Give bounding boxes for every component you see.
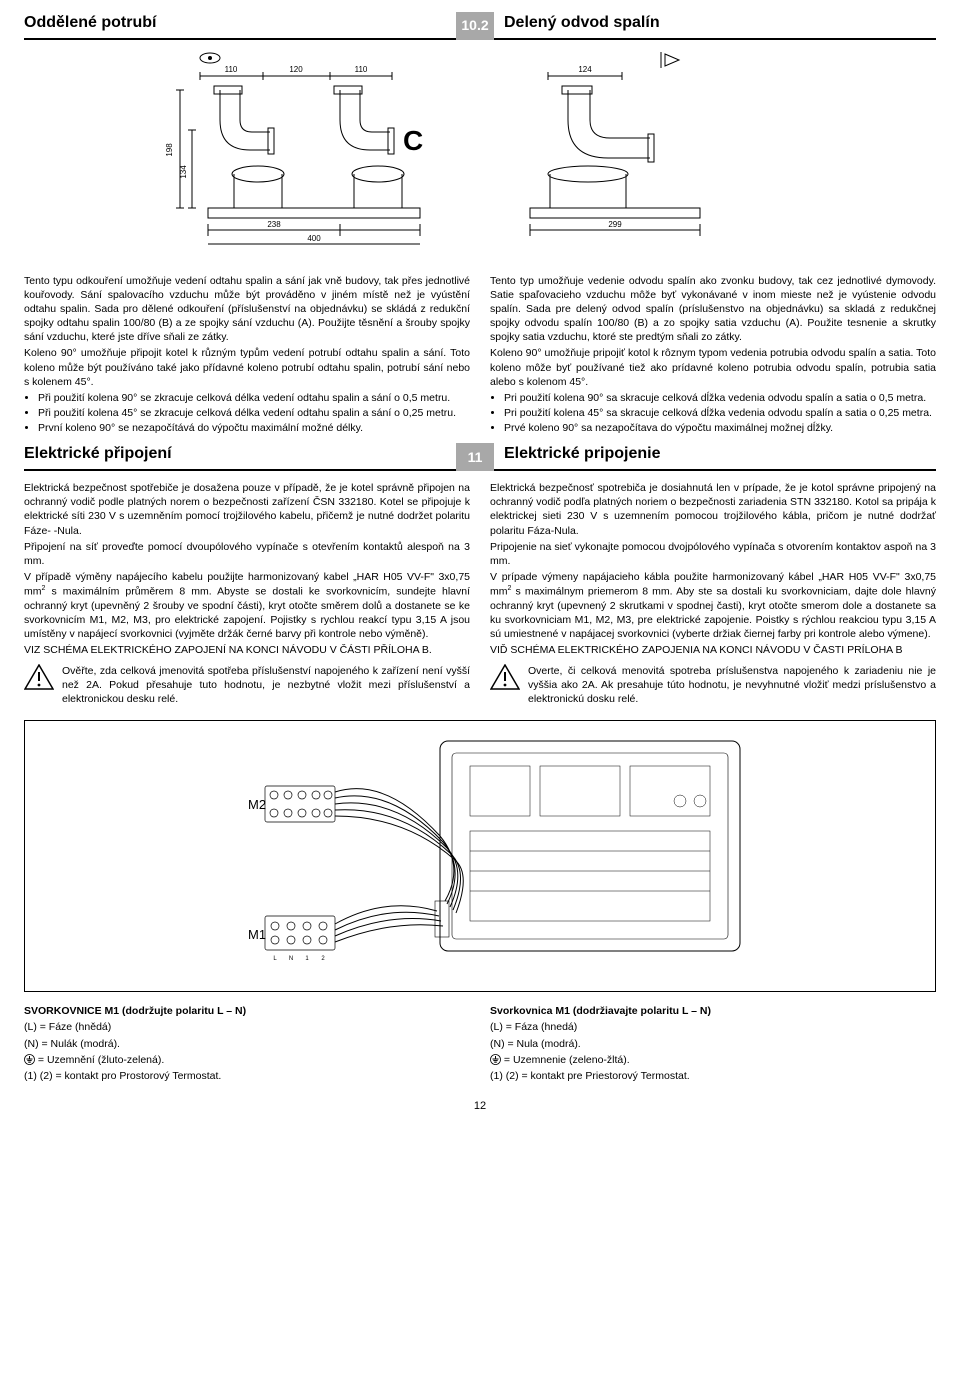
warning-cz: Ověřte, zda celková jmenovitá spotřeba p… [24, 664, 470, 707]
heading-cz: Oddělené potrubí [24, 12, 456, 40]
terminal-t: (1) (2) = kontakt pre Priestorový Termos… [490, 1069, 936, 1083]
warning-text: Overte, či celková menovitá spotreba prí… [528, 664, 936, 707]
svg-text:2: 2 [321, 956, 325, 962]
ground-icon [490, 1054, 501, 1065]
dim-299: 299 [608, 220, 622, 229]
terminal-l: (L) = Fáze (hnědá) [24, 1020, 470, 1034]
dim-110a: 110 [225, 65, 238, 74]
p: V prípade výmeny napájacieho kábla použi… [490, 570, 936, 641]
terminal-l: (L) = Fáza (hnedá) [490, 1020, 936, 1034]
col-sk: Svorkovnica M1 (dodržiavajte polaritu L … [490, 1004, 936, 1085]
section-header-11: Elektrické připojení 11 Elektrické pripo… [24, 443, 936, 471]
heading-sk: Elektrické pripojenie [494, 443, 936, 471]
p: VIĎ SCHÉMA ELEKTRICKÉHO ZAPOJENIA NA KON… [490, 643, 936, 657]
p: Koleno 90° umožňuje připojit kotel k růz… [24, 346, 470, 389]
warning-text: Ověřte, zda celková jmenovitá spotřeba p… [62, 664, 470, 707]
dim-238: 238 [267, 220, 281, 229]
heading-sk: Delený odvod spalín [494, 12, 936, 40]
terminal-t: (1) (2) = kontakt pro Prostorový Termost… [24, 1069, 470, 1083]
p: Pripojenie na sieť vykonajte pomocou dvo… [490, 540, 936, 568]
warning-icon [24, 664, 54, 694]
dim-124: 124 [578, 65, 592, 74]
dim-134: 134 [179, 164, 188, 178]
col-cz: Tento typu odkouření umožňuje vedení odt… [24, 274, 470, 438]
dim-110b: 110 [355, 65, 368, 74]
terminal-legend: SVORKOVNICE M1 (dodržujte polaritu L – N… [24, 1004, 936, 1085]
section-number: 10.2 [456, 12, 494, 40]
p: V případě výměny napájecího kabelu použi… [24, 570, 470, 641]
terminal-g: = Uzemnění (žluto-zelená). [24, 1053, 470, 1067]
p: Tento typ umožňuje vedenie odvodu spalín… [490, 274, 936, 345]
col-cz: SVORKOVNICE M1 (dodržujte polaritu L – N… [24, 1004, 470, 1085]
terminal-n: (N) = Nulák (modrá). [24, 1037, 470, 1051]
ground-icon [24, 1054, 35, 1065]
warning-sk: Overte, či celková menovitá spotreba prí… [490, 664, 936, 707]
svg-text:1: 1 [305, 956, 309, 962]
bullet: Při použití kolena 90° se zkracuje celko… [38, 391, 470, 405]
flue-diagram: 110 120 110 198 134 [24, 50, 936, 260]
svg-text:L: L [273, 956, 277, 962]
dim-120: 120 [289, 65, 303, 74]
terminal-n: (N) = Nula (modrá). [490, 1037, 936, 1051]
bullet: Prvé koleno 90° sa nezapočítava do výpoč… [504, 421, 936, 435]
terminal-title: Svorkovnica M1 (dodržiavajte polaritu L … [490, 1004, 936, 1018]
p: Připojení na síť proveďte pomocí dvoupól… [24, 540, 470, 568]
terminal-g: = Uzemnenie (zeleno-žltá). [490, 1053, 936, 1067]
p: Elektrická bezpečnost spotřebiče je dosa… [24, 481, 470, 538]
heading-cz: Elektrické připojení [24, 443, 456, 471]
dim-198: 198 [165, 142, 174, 156]
svg-text:N: N [289, 956, 293, 962]
terminal-title: SVORKOVNICE M1 (dodržujte polaritu L – N… [24, 1004, 470, 1018]
wiring-diagram-frame: M2 L N 1 2 M1 [24, 720, 936, 992]
page-number: 12 [24, 1099, 936, 1114]
section-10-2-body: Tento typu odkouření umožňuje vedení odt… [24, 274, 936, 438]
col-sk: Elektrická bezpečnosť spotrebiča je dosi… [490, 481, 936, 706]
bullet: Při použití kolena 45° se zkracuje celko… [38, 406, 470, 420]
p: Tento typu odkouření umožňuje vedení odt… [24, 274, 470, 345]
p: Elektrická bezpečnosť spotrebiča je dosi… [490, 481, 936, 538]
section-11-body: Elektrická bezpečnost spotřebiče je dosa… [24, 481, 936, 706]
section-header-10-2: Oddělené potrubí 10.2 Delený odvod spalí… [24, 12, 936, 40]
warning-icon [490, 664, 520, 694]
section-number: 11 [456, 443, 494, 471]
dim-400: 400 [307, 234, 321, 243]
p: Koleno 90° umožňuje pripojiť kotol k rôz… [490, 346, 936, 389]
col-cz: Elektrická bezpečnost spotřebiče je dosa… [24, 481, 470, 706]
bullet: Pri použití kolena 45° sa skracuje celko… [504, 406, 936, 420]
col-sk: Tento typ umožňuje vedenie odvodu spalín… [490, 274, 936, 438]
label-m2: M2 [248, 797, 266, 812]
bullet: První koleno 90° se nezapočítává do výpo… [38, 421, 470, 435]
label-c: C [403, 125, 423, 156]
label-m1: M1 [248, 927, 266, 942]
bullet: Pri použití kolena 90° sa skracuje celko… [504, 391, 936, 405]
p: VIZ SCHÉMA ELEKTRICKÉHO ZAPOJENÍ NA KONC… [24, 643, 470, 657]
